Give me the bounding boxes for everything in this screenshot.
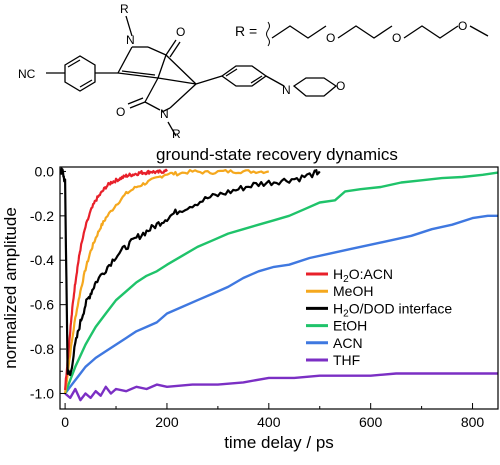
series-line-h2o-acn [64, 168, 168, 391]
y-tick-label: 0.0 [35, 163, 55, 179]
x-tick-label: 400 [257, 414, 281, 430]
series-layer [60, 167, 498, 402]
x-axis-label: time delay / ps [224, 433, 334, 452]
x-tick-label: 600 [359, 414, 383, 430]
series-line-etoh [63, 171, 498, 394]
legend-label: H2O:ACN [333, 266, 393, 285]
chain-o-3: O [458, 19, 467, 33]
x-tick-label: 0 [61, 414, 69, 430]
chain-o-2: O [392, 31, 401, 45]
atom-n-morpholine: N [282, 83, 291, 97]
dpp-core: N R O O N R [116, 2, 223, 140]
x-tick-label: 200 [155, 414, 179, 430]
plot-frame [59, 166, 499, 410]
atom-o-top: O [176, 25, 185, 39]
morpholinophenyl-group: N O [220, 65, 345, 97]
r-equals-label: R = [235, 23, 257, 39]
chain-o-1: O [326, 31, 335, 45]
atom-n-top: N [126, 33, 135, 47]
y-tick-label: -1.0 [30, 385, 54, 401]
series-line-acn [64, 214, 498, 395]
y-tick-label: -0.4 [30, 252, 54, 268]
atom-r-bottom: R [172, 127, 181, 140]
series-line-meoh [64, 169, 270, 394]
atom-nc: NC [18, 67, 36, 81]
legend-label: MeOH [333, 283, 373, 299]
y-tick-label: -0.8 [30, 341, 54, 357]
y-tick-label: -0.6 [30, 297, 54, 313]
cyanophenyl-group: NC [18, 55, 118, 92]
legend-label: EtOH [333, 318, 367, 334]
x-tick-label: 800 [461, 414, 485, 430]
legend-label: ACN [333, 335, 363, 351]
molecule-scheme: NC N R O O N R N [18, 2, 489, 140]
atom-o-morpholine: O [336, 79, 345, 93]
series-line-thf [64, 372, 498, 402]
atom-r-top: R [120, 2, 129, 16]
atom-o-bottom: O [116, 105, 125, 119]
series-line-h2o-dod-interface [60, 167, 321, 377]
y-tick-label: -0.2 [30, 208, 54, 224]
r-substituent: R = O O O [235, 19, 489, 47]
atom-n-bottom: N [160, 107, 169, 121]
legend-label: H2O/DOD interface [333, 300, 452, 319]
tick-layer: 0 200 400 600 800 0.0 -0.2 -0.4 -0.6 -0.8 -1.0 [30, 163, 485, 430]
y-axis-label: normalized amplitude [1, 207, 20, 369]
chart-title: ground-state recovery dynamics [156, 145, 398, 164]
legend-label: THF [333, 352, 360, 368]
